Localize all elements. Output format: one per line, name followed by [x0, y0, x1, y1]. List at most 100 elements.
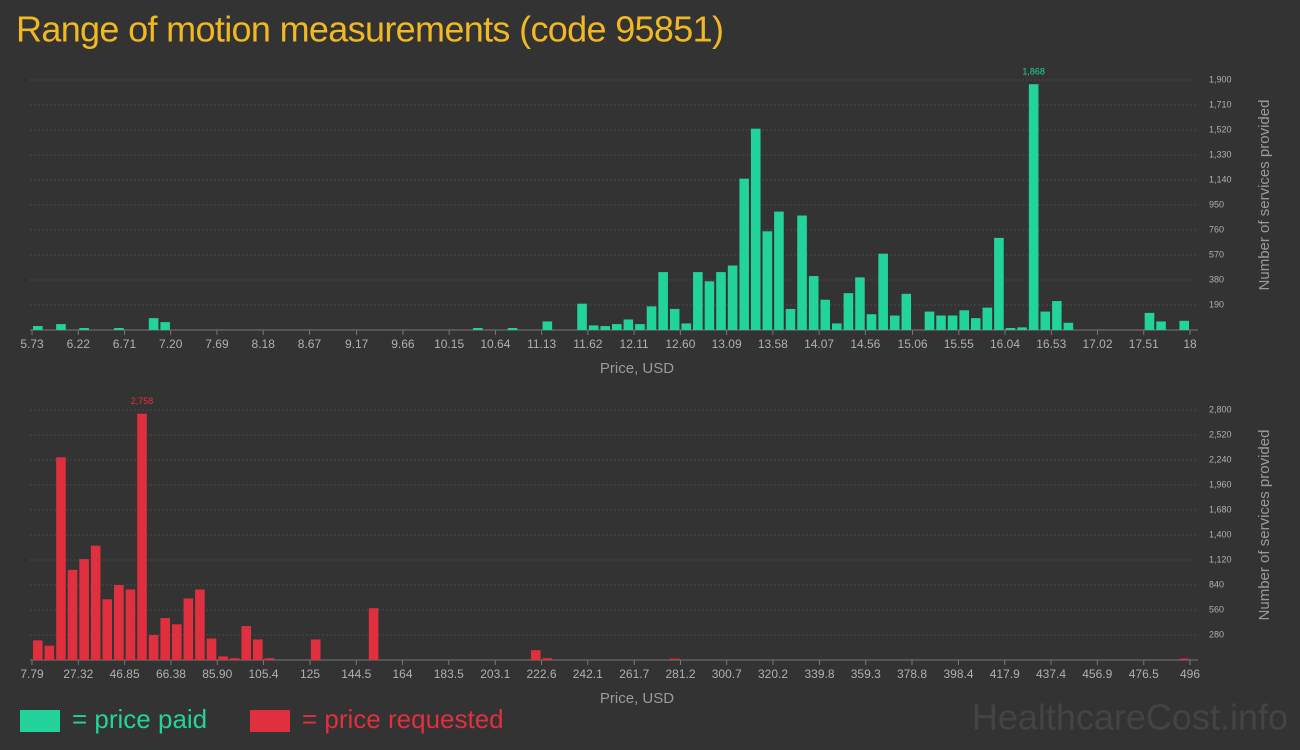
legend-swatch	[250, 710, 290, 732]
bar	[218, 656, 228, 660]
y-tick-label: 1,120	[1209, 554, 1232, 564]
bar	[253, 639, 263, 660]
bar	[1040, 311, 1051, 330]
bar	[774, 211, 784, 330]
bar	[750, 128, 761, 330]
bar	[739, 178, 749, 330]
legend-swatch	[20, 710, 60, 732]
x-tick-label: 144.5	[341, 667, 371, 681]
x-tick-label: 8.67	[298, 337, 322, 351]
x-tick-label: 7.20	[159, 337, 183, 351]
x-axis-title: Price, USD	[600, 690, 674, 707]
watermark: HealthcareCost.info	[972, 697, 1288, 738]
bar	[507, 328, 518, 330]
bar	[843, 293, 854, 330]
bar	[1144, 312, 1155, 330]
bar	[183, 598, 194, 660]
bar	[947, 315, 958, 330]
bar	[102, 599, 113, 660]
value-label: 2,758	[131, 396, 154, 406]
x-tick-label: 105.4	[249, 667, 279, 681]
y-tick-label: 570	[1209, 249, 1224, 259]
bar	[866, 314, 877, 330]
bar	[936, 315, 946, 330]
bar	[1028, 84, 1039, 330]
x-tick-label: 8.18	[252, 337, 276, 351]
y-tick-label: 1,140	[1209, 174, 1232, 184]
bar	[90, 545, 101, 660]
x-tick-label: 437.4	[1036, 667, 1066, 681]
y-tick-label: 1,680	[1209, 504, 1232, 514]
bar	[67, 569, 78, 660]
bar	[959, 310, 970, 330]
x-tick-label: 12.60	[665, 337, 695, 351]
bar	[727, 265, 738, 330]
bar	[831, 323, 842, 330]
bar	[1179, 320, 1189, 330]
x-tick-label: 15.06	[898, 337, 928, 351]
x-tick-label: 7.79	[20, 667, 44, 681]
x-tick-label: 13.09	[712, 337, 742, 351]
x-tick-label: 11.62	[573, 337, 602, 351]
bar	[195, 589, 205, 660]
x-tick-label: 16.04	[990, 337, 1020, 351]
bar	[889, 315, 900, 330]
bar	[33, 326, 43, 330]
x-tick-label: 85.90	[202, 667, 232, 681]
bar	[855, 277, 865, 330]
bar	[1005, 328, 1016, 330]
bar	[125, 589, 136, 660]
bar	[646, 306, 657, 330]
bar	[1017, 327, 1027, 330]
x-tick-label: 125	[300, 667, 320, 681]
x-axis-title: Price, USD	[600, 360, 674, 377]
bar	[79, 328, 89, 330]
bar	[878, 253, 888, 330]
legend-label: = price paid	[72, 704, 207, 734]
x-tick-label: 10.15	[434, 337, 464, 351]
x-tick-label: 378.8	[897, 667, 927, 681]
bar	[44, 645, 55, 660]
x-tick-label: 6.22	[67, 337, 91, 351]
x-tick-label: 14.56	[850, 337, 880, 351]
x-tick-label: 261.7	[619, 667, 649, 681]
y-tick-label: 1,400	[1209, 529, 1232, 539]
bar	[473, 328, 483, 330]
y-tick-label: 560	[1209, 604, 1224, 614]
bar	[982, 307, 993, 330]
x-tick-label: 242.1	[573, 667, 603, 681]
bar	[588, 325, 599, 330]
x-tick-label: 17.02	[1082, 337, 1112, 351]
bar	[56, 457, 66, 660]
x-tick-label: 66.38	[156, 667, 186, 681]
y-tick-label: 1,520	[1209, 124, 1232, 134]
x-tick-label: 13.58	[758, 337, 788, 351]
x-tick-label: 27.32	[63, 667, 93, 681]
x-tick-label: 222.6	[526, 667, 556, 681]
bar	[808, 276, 819, 330]
bar	[924, 311, 935, 330]
y-axis-title: Number of services provided	[1256, 430, 1273, 621]
x-tick-label: 9.66	[391, 337, 415, 351]
y-tick-label: 380	[1209, 274, 1224, 284]
bar	[530, 650, 541, 660]
chart-title: Range of motion measurements (code 95851…	[16, 9, 724, 50]
bar	[612, 324, 622, 330]
y-tick-label: 2,520	[1209, 429, 1232, 439]
y-tick-label: 2,240	[1209, 454, 1232, 464]
x-tick-label: 398.4	[943, 667, 973, 681]
x-tick-label: 5.73	[20, 337, 44, 351]
y-tick-label: 1,710	[1209, 99, 1232, 109]
bar	[33, 640, 43, 660]
x-tick-label: 18	[1183, 337, 1197, 351]
x-tick-label: 300.7	[712, 667, 742, 681]
bar	[1052, 301, 1062, 330]
value-label: 1,868	[1022, 67, 1045, 77]
bar	[114, 585, 124, 660]
y-tick-label: 1,330	[1209, 149, 1232, 159]
bar	[79, 559, 89, 660]
bar	[658, 272, 668, 330]
y-tick-label: 950	[1209, 199, 1224, 209]
bar	[635, 324, 645, 330]
